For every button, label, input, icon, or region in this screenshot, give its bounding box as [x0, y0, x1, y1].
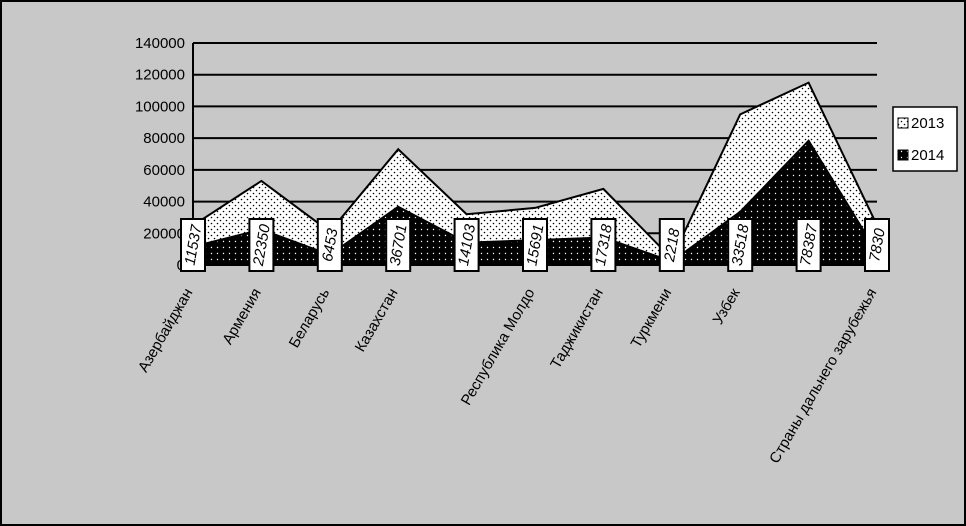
- data-label: 15691: [523, 223, 547, 267]
- legend-label: 2014: [911, 147, 944, 164]
- y-tick-label: 140000: [135, 35, 185, 52]
- y-tick-label: 120000: [135, 67, 185, 84]
- y-tick-label: 60000: [143, 162, 185, 179]
- legend: 2013 2014: [892, 106, 958, 172]
- y-tick-label: 100000: [135, 98, 185, 115]
- data-label-box: [248, 218, 275, 272]
- data-label: 11537: [182, 223, 206, 267]
- legend-swatch: [897, 149, 909, 161]
- data-label: 36701: [387, 223, 411, 267]
- data-label-box: [522, 218, 548, 272]
- data-label-box: [658, 218, 685, 272]
- y-tick-label: 20000: [143, 225, 185, 242]
- y-tick-label: 80000: [143, 130, 185, 147]
- data-label-box: [795, 218, 822, 272]
- data-label-box: [180, 218, 206, 272]
- data-label-box: [864, 218, 890, 272]
- area: [192, 81, 878, 266]
- data-label: 7830: [866, 227, 889, 263]
- legend-swatch: [897, 117, 909, 129]
- y-tick-label: 40000: [143, 194, 185, 211]
- data-label-box: [727, 218, 754, 272]
- legend-label: 2013: [911, 115, 944, 132]
- data-label: 6453: [319, 227, 342, 263]
- data-label-box: [385, 218, 412, 272]
- data-label-box: [316, 218, 343, 272]
- data-label-box: [590, 218, 617, 272]
- data-label: 2218: [661, 227, 684, 264]
- data-label-box: [453, 218, 480, 272]
